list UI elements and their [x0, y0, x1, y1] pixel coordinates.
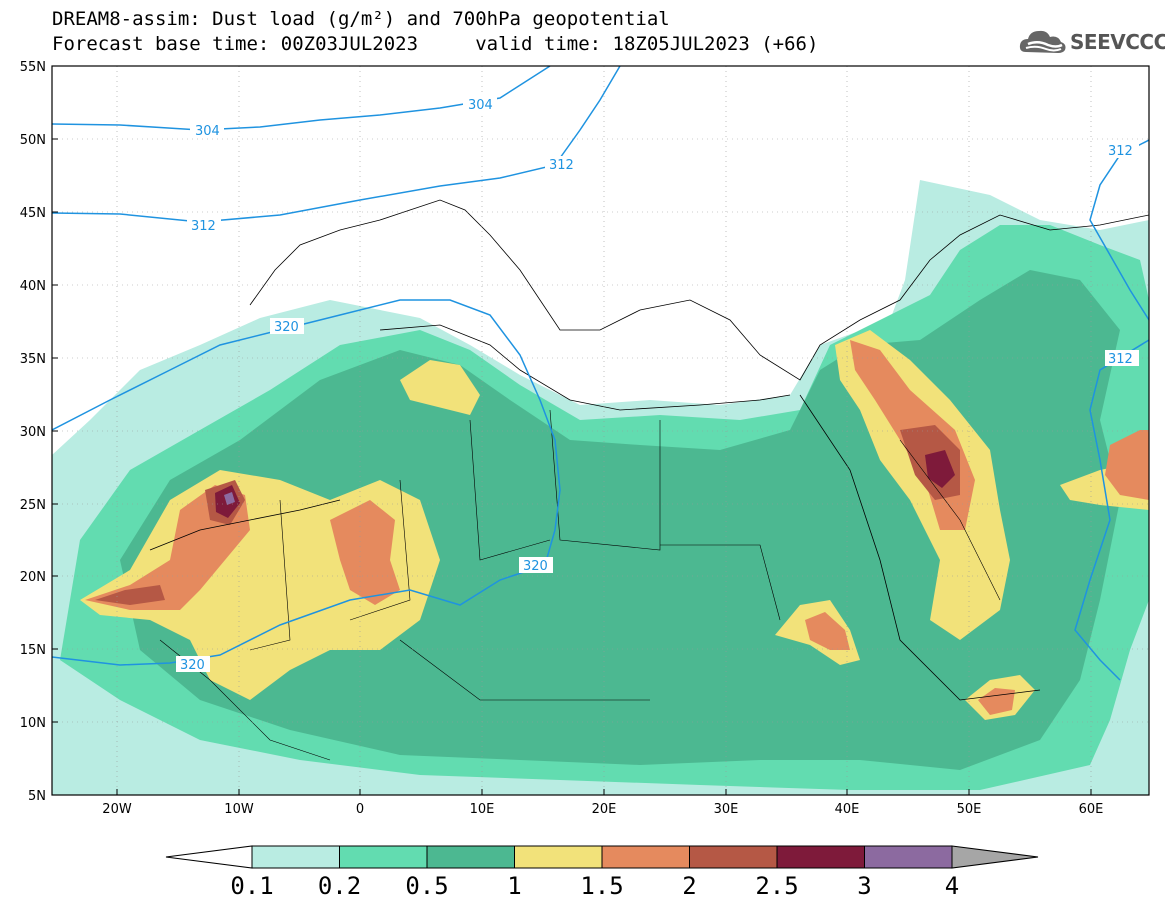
logo-text: SEEVCCC: [1070, 30, 1165, 54]
map-title: DREAM8-assim: Dust load (g/m²) and 700hP…: [52, 8, 670, 30]
lat-tick-labels: 55N 50N 45N 40N 35N 30N 25N 20N 15N 10N …: [20, 60, 46, 804]
contour-label: 312: [191, 219, 216, 234]
lat-tick-label: 45N: [20, 206, 46, 221]
lat-tick-label: 50N: [20, 133, 46, 148]
contour-label: 304: [195, 124, 220, 139]
dust-field: [52, 180, 1149, 795]
dust-level-1-algeria: [400, 360, 480, 415]
lon-tick-labels: 20W 10W 0 10E 20E 30E 40E 50E 60E: [102, 802, 1103, 817]
colorbar-label: 2.5: [755, 872, 799, 900]
colorbar-label: 2: [682, 872, 697, 900]
lon-tick-label: 10W: [224, 802, 254, 817]
cloud-logo-icon: [1019, 30, 1066, 53]
colorbar-label: 4: [944, 872, 960, 900]
dust-level-2.5-iraq: [925, 450, 955, 488]
colorbar-cell: [601, 845, 690, 869]
colorbar-cell: [426, 845, 515, 869]
lon-tick-label: 20W: [102, 802, 132, 817]
lat-tick-label: 10N: [20, 716, 46, 731]
dust-level-3-spot: [224, 492, 235, 505]
contour-label: 312: [1108, 144, 1133, 159]
seevccc-logo: SEEVCCC: [1018, 26, 1165, 60]
lat-tick-label: 40N: [20, 279, 46, 294]
colorbar-label: 0.2: [317, 872, 362, 900]
colorbar-cell: [689, 845, 778, 869]
dust-level-1.5-somalia: [978, 688, 1015, 715]
contour-label: 312: [1108, 352, 1133, 367]
colorbar-label: 0.5: [405, 872, 449, 900]
colorbar-cell: [339, 845, 428, 869]
forecast-time-line: Forecast base time: 00Z03JUL2023 valid t…: [52, 33, 819, 55]
contour-label: 304: [468, 98, 493, 113]
colorbar-label: 1.5: [580, 872, 624, 900]
dust-level-1-east: [835, 330, 1010, 640]
lon-tick-label: 20E: [592, 802, 617, 817]
dust-level-2-west: [95, 585, 165, 605]
colorbar-label: 0.1: [230, 872, 274, 900]
lon-tick-label: 10E: [470, 802, 495, 817]
contour-312: [52, 66, 621, 223]
colorbar-label: 1: [507, 872, 522, 900]
colorbar: [165, 845, 1039, 869]
colorbar-cell: [776, 845, 865, 869]
colorbar-cell: [251, 845, 340, 869]
dust-level-1.5-mali: [330, 500, 400, 605]
lon-tick-label: 0: [356, 802, 364, 817]
lat-tick-label: 5N: [28, 789, 46, 804]
colorbar-label: 3: [857, 872, 872, 900]
lon-tick-label: 50E: [957, 802, 982, 817]
colorbar-cell: [864, 845, 953, 869]
lat-tick-label: 35N: [20, 352, 46, 367]
tick-marks: [52, 65, 1092, 796]
dust-level-1.5-west: [85, 485, 250, 610]
dust-level-1.5-ethiopia: [805, 612, 850, 650]
contour-312-se: [1074, 339, 1149, 681]
colorbar-high-arrow: [951, 845, 1039, 869]
lon-tick-label: 30E: [714, 802, 739, 817]
contour-label: 320: [274, 320, 299, 335]
lat-tick-label: 15N: [20, 643, 46, 658]
lat-tick-label: 20N: [20, 570, 46, 585]
contour-label: 320: [180, 658, 205, 673]
lat-tick-label: 25N: [20, 498, 46, 513]
colorbar-cell: [514, 845, 603, 869]
lon-tick-label: 40E: [835, 802, 860, 817]
contour-label: 312: [549, 158, 574, 173]
contour-label: 320: [523, 559, 548, 574]
colorbar-low-arrow: [165, 845, 253, 869]
coastlines: [149, 199, 1149, 701]
contour-labels: 304 304 312 312 312 312 320 320 320: [176, 96, 1139, 673]
lat-tick-label: 30N: [20, 425, 46, 440]
dust-level-1.5-gulf: [1105, 430, 1149, 500]
lon-tick-label: 60E: [1079, 802, 1104, 817]
lat-tick-label: 55N: [20, 60, 46, 75]
